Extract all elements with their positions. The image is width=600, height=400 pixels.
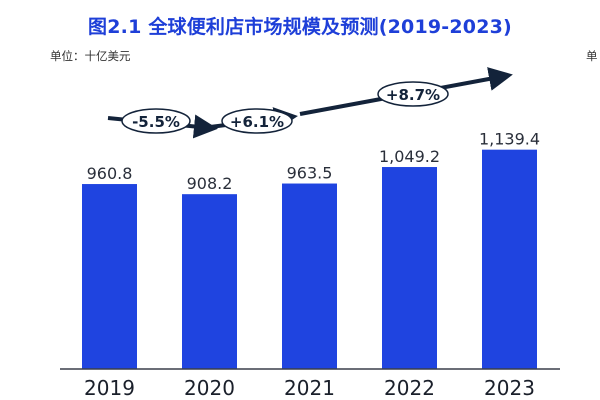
growth-trend-arrow: -5.5% +6.1% +8.7% bbox=[107, 67, 513, 139]
bar-2020 bbox=[182, 194, 237, 369]
unit-label: 单位：十亿美元 bbox=[50, 49, 131, 63]
x-tick-label: 2021 bbox=[284, 376, 335, 400]
x-tick-label: 2019 bbox=[84, 376, 135, 400]
value-label: 1,049.2 bbox=[379, 147, 440, 166]
growth-label-2021: +6.1% bbox=[221, 108, 293, 134]
value-label: 960.8 bbox=[87, 164, 133, 183]
value-label: 963.5 bbox=[287, 164, 333, 183]
bar-2023 bbox=[482, 149, 537, 369]
growth-label-text: +6.1% bbox=[230, 113, 284, 131]
growth-label-2022-2023: +8.7% bbox=[377, 81, 449, 107]
bar-2019 bbox=[82, 184, 137, 369]
chart-title: 图2.1 全球便利店市场规模及预测(2019-2023) bbox=[88, 16, 512, 38]
bar-2021 bbox=[282, 183, 337, 369]
growth-label-text: -5.5% bbox=[132, 113, 180, 131]
x-tick-label: 2023 bbox=[484, 376, 535, 400]
growth-label-text: +8.7% bbox=[386, 86, 440, 104]
unit-label-cutoff: 单 bbox=[586, 49, 598, 63]
value-label: 1,139.4 bbox=[479, 130, 540, 149]
growth-label-2020: -5.5% bbox=[121, 108, 191, 134]
x-tick-label: 2020 bbox=[184, 376, 235, 400]
x-tick-label: 2022 bbox=[384, 376, 435, 400]
value-label: 908.2 bbox=[187, 174, 233, 193]
bar-2022 bbox=[382, 167, 437, 369]
